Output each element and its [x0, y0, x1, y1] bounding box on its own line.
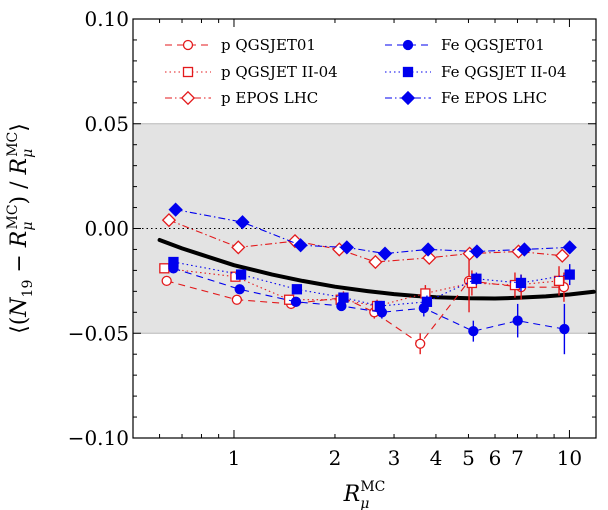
legend-marker — [402, 66, 414, 78]
data-point — [339, 240, 354, 255]
data-point — [420, 288, 431, 299]
data-point — [559, 323, 570, 335]
data-point — [515, 277, 527, 289]
data-point — [374, 300, 385, 312]
axis-labels: RμMC ⟨(N19 − RμMC) / RμMC⟩ — [5, 123, 385, 510]
data-point — [231, 294, 243, 305]
legend-item-5: Fe EPOS LHC — [385, 89, 547, 107]
data-point — [421, 296, 433, 307]
data-point — [290, 296, 302, 307]
legend-item-0: p QGSJET01 — [165, 36, 316, 54]
x-tick-label: 10 — [557, 446, 582, 470]
y-axis-label: ⟨(N19 − RμMC) / RμMC⟩ — [5, 123, 36, 334]
data-point — [468, 326, 479, 337]
legend-item-1: p QGSJET II-04 — [165, 63, 338, 81]
y-tick-label: 0.05 — [84, 112, 129, 136]
series-5 — [168, 202, 577, 261]
data-point — [336, 300, 347, 312]
data-point — [161, 213, 177, 228]
series-line — [164, 267, 560, 307]
series-line — [175, 209, 570, 255]
legend: p QGSJET01 p QGSJET II-04 p EPOS LHC Fe QGS… — [165, 36, 567, 107]
x-tick-label: 5 — [462, 446, 475, 470]
y-tick-label: −0.10 — [68, 426, 129, 450]
series-line — [166, 280, 564, 345]
legend-label: Fe EPOS LHC — [441, 89, 547, 107]
data-point — [555, 248, 570, 263]
data-point — [512, 315, 523, 326]
data-point — [338, 292, 349, 303]
legend-item-4: Fe QGSJET II-04 — [385, 63, 567, 81]
data-point — [471, 273, 482, 284]
x-tick-label: 4 — [430, 446, 443, 470]
series-line — [173, 267, 565, 332]
legend-label: Fe QGSJET01 — [441, 36, 545, 54]
x-tick-label: 1 — [228, 446, 241, 470]
legend-marker — [402, 39, 414, 51]
data-point — [291, 284, 303, 295]
series-line — [168, 219, 563, 263]
x-tick-label: 6 — [489, 446, 502, 470]
legend-label: p QGSJET01 — [221, 36, 316, 54]
plot-background — [133, 123, 596, 334]
data-point — [235, 269, 247, 280]
data-point — [231, 240, 246, 255]
data-point — [377, 246, 393, 261]
data-point — [517, 242, 532, 257]
x-tick-label: 3 — [388, 446, 401, 470]
legend-item-3: Fe QGSJET01 — [385, 36, 545, 54]
data-point — [168, 256, 179, 268]
shaded-band — [133, 123, 596, 334]
legend-marker — [180, 90, 196, 106]
data-point — [235, 215, 250, 230]
fit-curve-layer — [157, 238, 596, 301]
axes: 0.10 0.05 0.00 −0.05 −0.10 1 2 3 4 5 6 7 10 — [68, 7, 597, 470]
data-point — [161, 275, 172, 287]
legend-marker — [182, 66, 194, 78]
data-point — [159, 263, 170, 274]
data-point — [422, 250, 437, 265]
legend-marker — [182, 39, 194, 51]
legend-marker — [400, 90, 416, 106]
series-layer — [159, 202, 577, 355]
series-4 — [168, 256, 575, 312]
data-point — [469, 244, 485, 259]
data-point — [562, 240, 577, 255]
y-tick-label: −0.05 — [68, 321, 129, 345]
data-point — [368, 254, 383, 270]
data-point — [234, 284, 245, 295]
legend-item-2: p EPOS LHC — [165, 89, 318, 107]
fit-curve — [157, 238, 596, 301]
x-axis-label: RμMC — [343, 479, 386, 510]
y-tick-label: 0.10 — [84, 7, 129, 31]
legend-label: Fe QGSJET II-04 — [441, 63, 567, 81]
data-point — [564, 269, 575, 280]
legend-label: p QGSJET II-04 — [221, 63, 338, 81]
x-tick-label: 7 — [511, 446, 524, 470]
data-point — [293, 238, 308, 253]
y-tick-label: 0.00 — [84, 217, 129, 241]
data-point — [415, 338, 426, 349]
data-point — [553, 275, 565, 287]
series-line — [173, 261, 570, 307]
data-point — [420, 242, 436, 257]
legend-label: p EPOS LHC — [221, 89, 318, 107]
x-tick-label: 2 — [329, 446, 342, 470]
data-point — [168, 202, 183, 217]
